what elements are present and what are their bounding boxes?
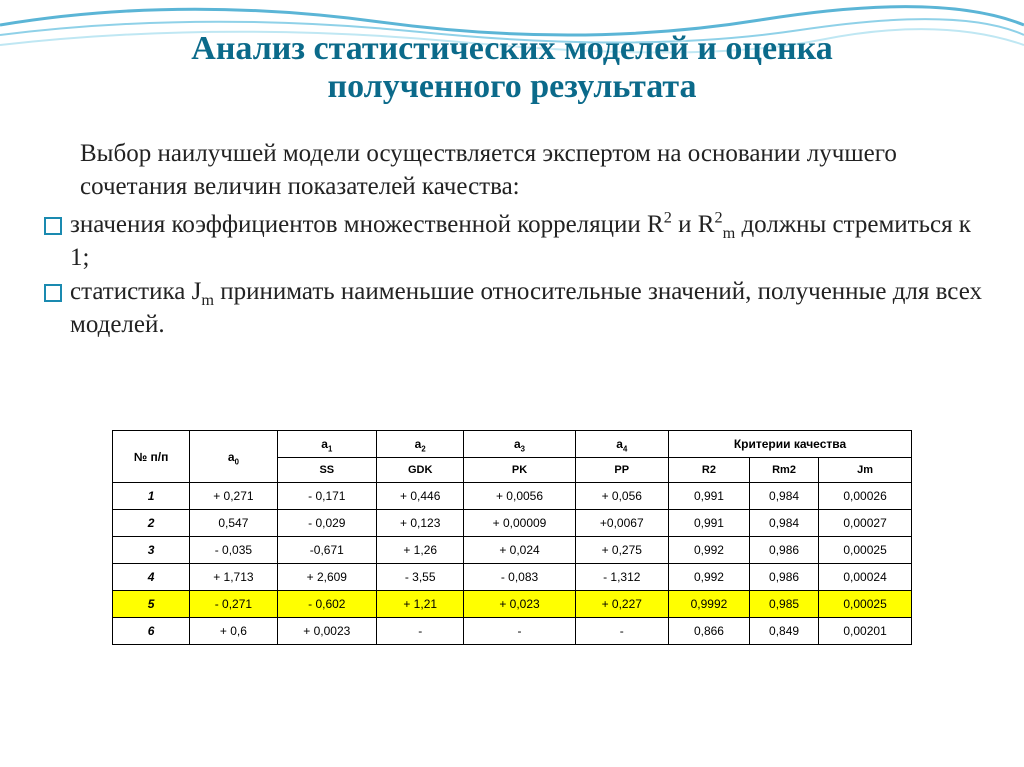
- table-cell: 0,00027: [819, 510, 912, 537]
- sub-pk: PK: [464, 458, 575, 483]
- table-cell: + 2,609: [277, 564, 376, 591]
- table-cell: + 0,00009: [464, 510, 575, 537]
- table-cell: - 0,083: [464, 564, 575, 591]
- table-cell: 0,849: [749, 618, 818, 645]
- bullet-1-a: значения коэффициентов множественной кор…: [70, 211, 641, 238]
- table-cell: 6: [113, 618, 190, 645]
- table-cell: + 0,0023: [277, 618, 376, 645]
- table-cell: 0,985: [749, 591, 818, 618]
- intro-paragraph: Выбор наилучшей модели осуществляется эк…: [80, 138, 984, 203]
- table-cell: 0,984: [749, 510, 818, 537]
- data-table-wrap: № п/п a0 a1 a2 a3 a4 Критерии качества S…: [112, 430, 912, 645]
- table-row: 4+ 1,713+ 2,609- 3,55- 0,083- 1,3120,992…: [113, 564, 912, 591]
- table-cell: + 0,123: [376, 510, 463, 537]
- table-cell: -0,671: [277, 537, 376, 564]
- table-row: 3- 0,035-0,671+ 1,26+ 0,024+ 0,2750,9920…: [113, 537, 912, 564]
- sub-ss: SS: [277, 458, 376, 483]
- slide-title: Анализ статистических моделей и оценка п…: [0, 30, 1024, 106]
- table-cell: 0,984: [749, 483, 818, 510]
- table-cell: 0,992: [668, 537, 749, 564]
- table-cell: 2: [113, 510, 190, 537]
- bullet-2: статистика Jm принимать наименьшие относ…: [40, 276, 984, 341]
- table-cell: -: [376, 618, 463, 645]
- table-cell: + 0,6: [190, 618, 277, 645]
- table-cell: 4: [113, 564, 190, 591]
- table-cell: 0,991: [668, 483, 749, 510]
- table-cell: 0,00025: [819, 537, 912, 564]
- table-cell: 0,986: [749, 537, 818, 564]
- table-cell: - 0,035: [190, 537, 277, 564]
- table-cell: +0,0067: [575, 510, 668, 537]
- data-table: № п/п a0 a1 a2 a3 a4 Критерии качества S…: [112, 430, 912, 645]
- table-cell: + 0,275: [575, 537, 668, 564]
- table-cell: 0,991: [668, 510, 749, 537]
- table-cell: + 0,024: [464, 537, 575, 564]
- table-row: 6+ 0,6+ 0,0023---0,8660,8490,00201: [113, 618, 912, 645]
- table-cell: + 0,227: [575, 591, 668, 618]
- col-a1: a1: [277, 431, 376, 458]
- title-line2: полученного результата: [328, 68, 697, 105]
- col-num: № п/п: [113, 431, 190, 483]
- table-row: 20,547- 0,029+ 0,123+ 0,00009+0,00670,99…: [113, 510, 912, 537]
- sub-jm: Jm: [819, 458, 912, 483]
- table-cell: - 0,271: [190, 591, 277, 618]
- sub-gdk: GDK: [376, 458, 463, 483]
- col-a3: a3: [464, 431, 575, 458]
- table-cell: - 0,602: [277, 591, 376, 618]
- table-cell: 0,992: [668, 564, 749, 591]
- table-cell: - 0,029: [277, 510, 376, 537]
- bullet-1: значения коэффициентов множественной кор…: [40, 209, 984, 274]
- table-cell: + 0,271: [190, 483, 277, 510]
- table-cell: 0,00201: [819, 618, 912, 645]
- table-cell: 1: [113, 483, 190, 510]
- table-row: 1+ 0,271- 0,171+ 0,446+ 0,0056+ 0,0560,9…: [113, 483, 912, 510]
- table-cell: -: [464, 618, 575, 645]
- table-cell: + 0,056: [575, 483, 668, 510]
- bullet-2-a: статистика: [70, 278, 192, 305]
- col-a0: a0: [190, 431, 277, 483]
- sub-rm2: Rm2: [749, 458, 818, 483]
- table-cell: + 0,446: [376, 483, 463, 510]
- table-cell: 0,866: [668, 618, 749, 645]
- sub-pp: PP: [575, 458, 668, 483]
- table-cell: 3: [113, 537, 190, 564]
- col-quality: Критерии качества: [668, 431, 911, 458]
- table-cell: -: [575, 618, 668, 645]
- table-cell: 0,00024: [819, 564, 912, 591]
- table-cell: 0,986: [749, 564, 818, 591]
- bullet-1-and: и: [678, 211, 698, 238]
- table-cell: + 1,21: [376, 591, 463, 618]
- table-cell: + 0,023: [464, 591, 575, 618]
- table-cell: 0,00025: [819, 591, 912, 618]
- table-cell: + 0,0056: [464, 483, 575, 510]
- table-cell: 0,9992: [668, 591, 749, 618]
- slide: Анализ статистических моделей и оценка п…: [0, 0, 1024, 767]
- sub-r2: R2: [668, 458, 749, 483]
- body-text: Выбор наилучшей модели осуществляется эк…: [40, 138, 984, 343]
- table-cell: 0,547: [190, 510, 277, 537]
- table-cell: - 1,312: [575, 564, 668, 591]
- table-cell: 0,00026: [819, 483, 912, 510]
- col-a4: a4: [575, 431, 668, 458]
- table-cell: 5: [113, 591, 190, 618]
- table-cell: + 1,713: [190, 564, 277, 591]
- table-cell: - 3,55: [376, 564, 463, 591]
- table-row: 5- 0,271- 0,602+ 1,21+ 0,023+ 0,2270,999…: [113, 591, 912, 618]
- col-a2: a2: [376, 431, 463, 458]
- table-cell: - 0,171: [277, 483, 376, 510]
- title-line1: Анализ статистических моделей и оценка: [191, 30, 832, 67]
- table-cell: + 1,26: [376, 537, 463, 564]
